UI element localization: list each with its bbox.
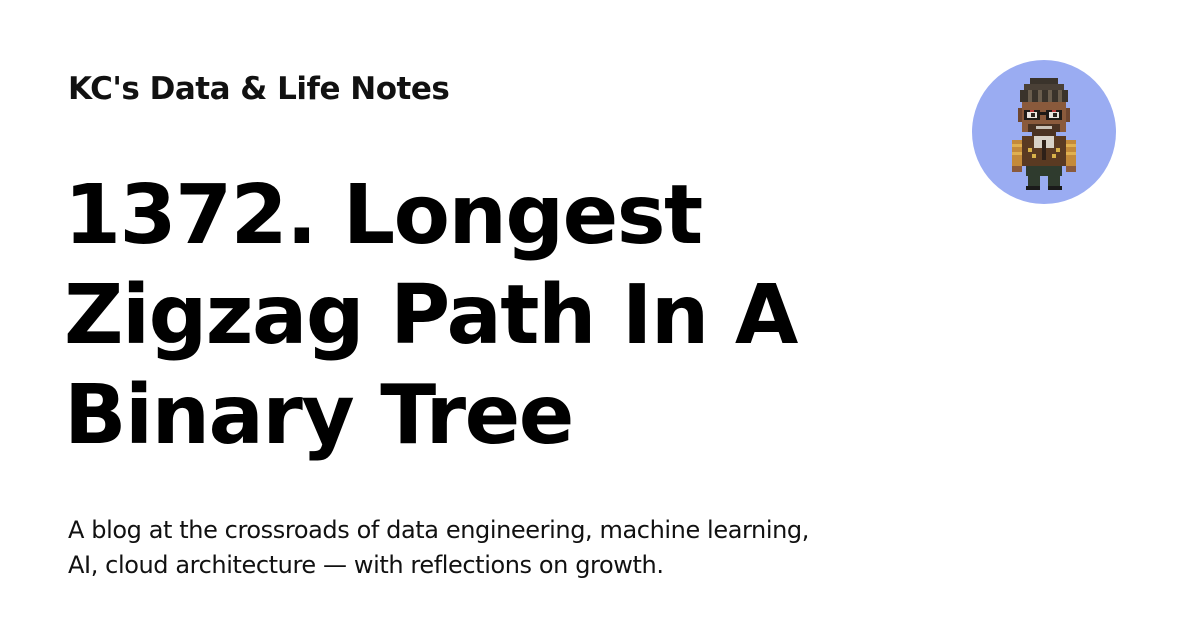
post-title: 1372. Longest Zigzag Path In A Binary Tr… (64, 168, 798, 463)
tagline-line-1: A blog at the crossroads of data enginee… (68, 516, 809, 544)
tagline-line-2: AI, cloud architecture — with reflection… (68, 551, 664, 579)
pixel-art-avatar-icon (1012, 78, 1076, 190)
blog-tagline: A blog at the crossroads of data enginee… (68, 513, 888, 583)
site-name: KC's Data & Life Notes (68, 71, 450, 107)
author-avatar (972, 60, 1116, 204)
